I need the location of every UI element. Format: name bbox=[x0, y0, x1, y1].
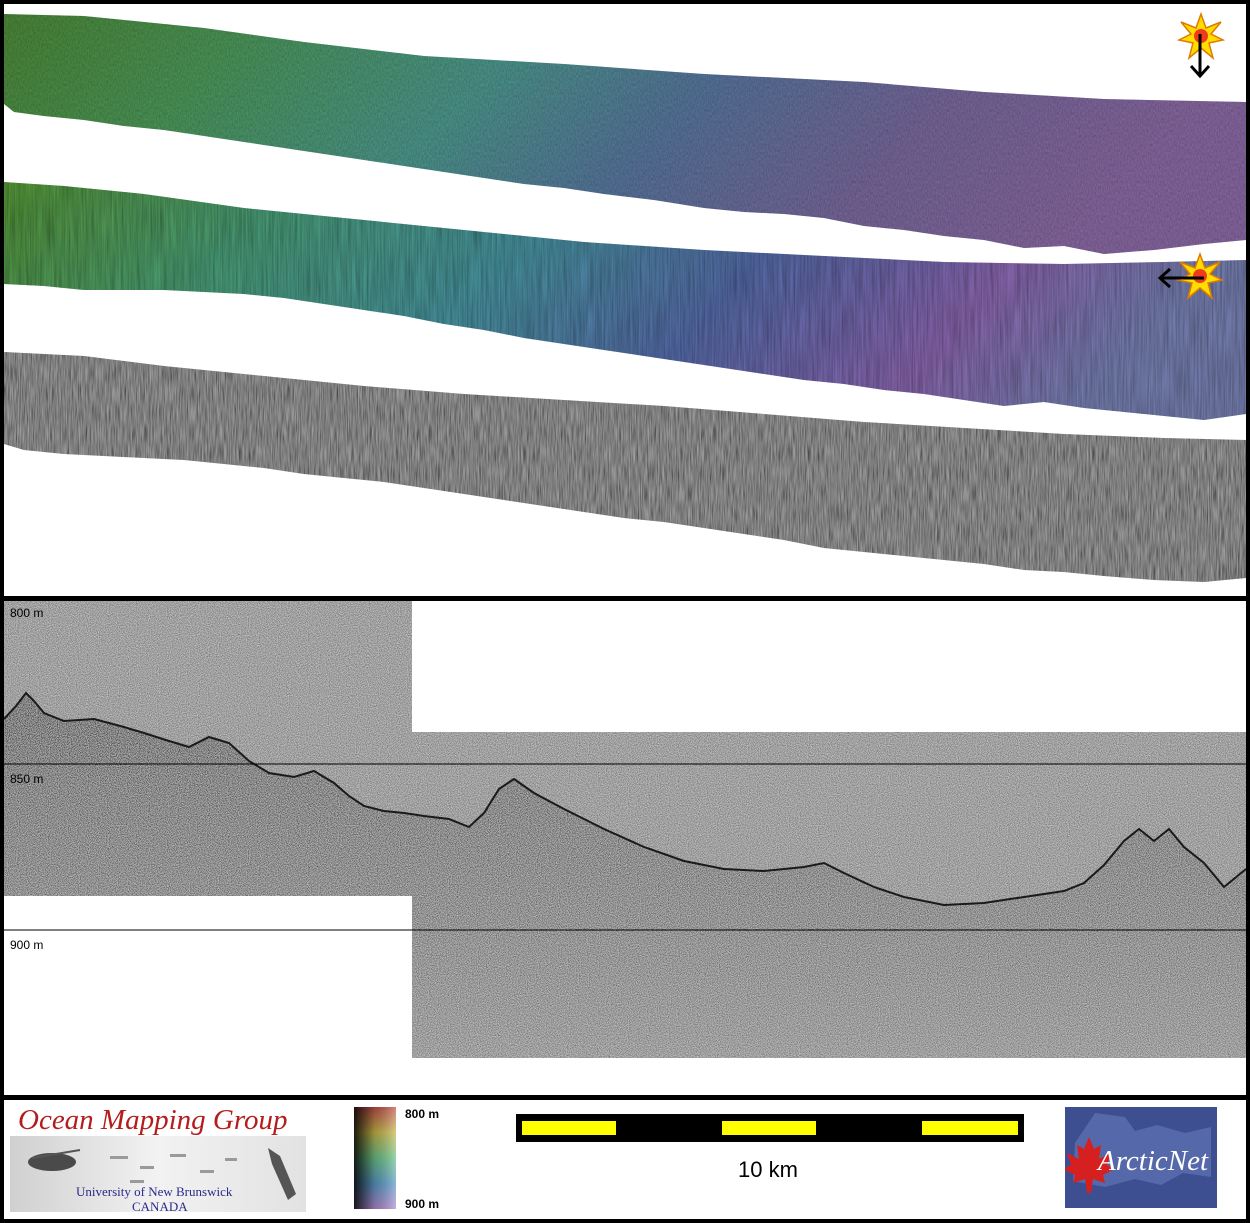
arrow-down-icon bbox=[1189, 34, 1211, 79]
subbottom-profile-panel: 800 m 850 m 900 m bbox=[4, 601, 1246, 1095]
omg-title: Ocean Mapping Group bbox=[18, 1104, 288, 1136]
legend-top-label: 800 m bbox=[405, 1107, 440, 1121]
omg-university: University of New Brunswick bbox=[76, 1184, 233, 1199]
ocean-mapping-graphic bbox=[10, 1136, 306, 1212]
depth-label-900: 900 m bbox=[10, 938, 44, 952]
maple-leaf-icon bbox=[1065, 1137, 1115, 1193]
backscatter-swath bbox=[4, 352, 1246, 582]
seafloor-reflector bbox=[4, 693, 1246, 1058]
bathymetry-swath-1 bbox=[4, 14, 1246, 254]
depth-label-850: 850 m bbox=[10, 772, 44, 786]
arcticnet-graphic bbox=[1065, 1107, 1217, 1208]
depth-label-800: 800 m bbox=[10, 606, 44, 620]
omg-country: CANADA bbox=[132, 1199, 188, 1214]
color-ramp bbox=[354, 1107, 396, 1209]
reflector-line bbox=[4, 691, 1246, 907]
scale-label: 10 km bbox=[738, 1157, 798, 1182]
swath-map bbox=[4, 11, 1246, 582]
swath-map-panel bbox=[4, 4, 1246, 596]
arrow-left-icon bbox=[1157, 267, 1204, 289]
subbottom-profile bbox=[4, 601, 1246, 1058]
arcticnet-label: ArcticNet bbox=[1098, 1145, 1209, 1177]
bathymetry-swath-2 bbox=[4, 182, 1246, 420]
scale-bar-graphic bbox=[516, 1114, 1024, 1142]
legend-bottom-label: 900 m bbox=[405, 1197, 440, 1211]
footer-panel: Ocean Mapping Group University of New Br… bbox=[4, 1100, 1246, 1219]
